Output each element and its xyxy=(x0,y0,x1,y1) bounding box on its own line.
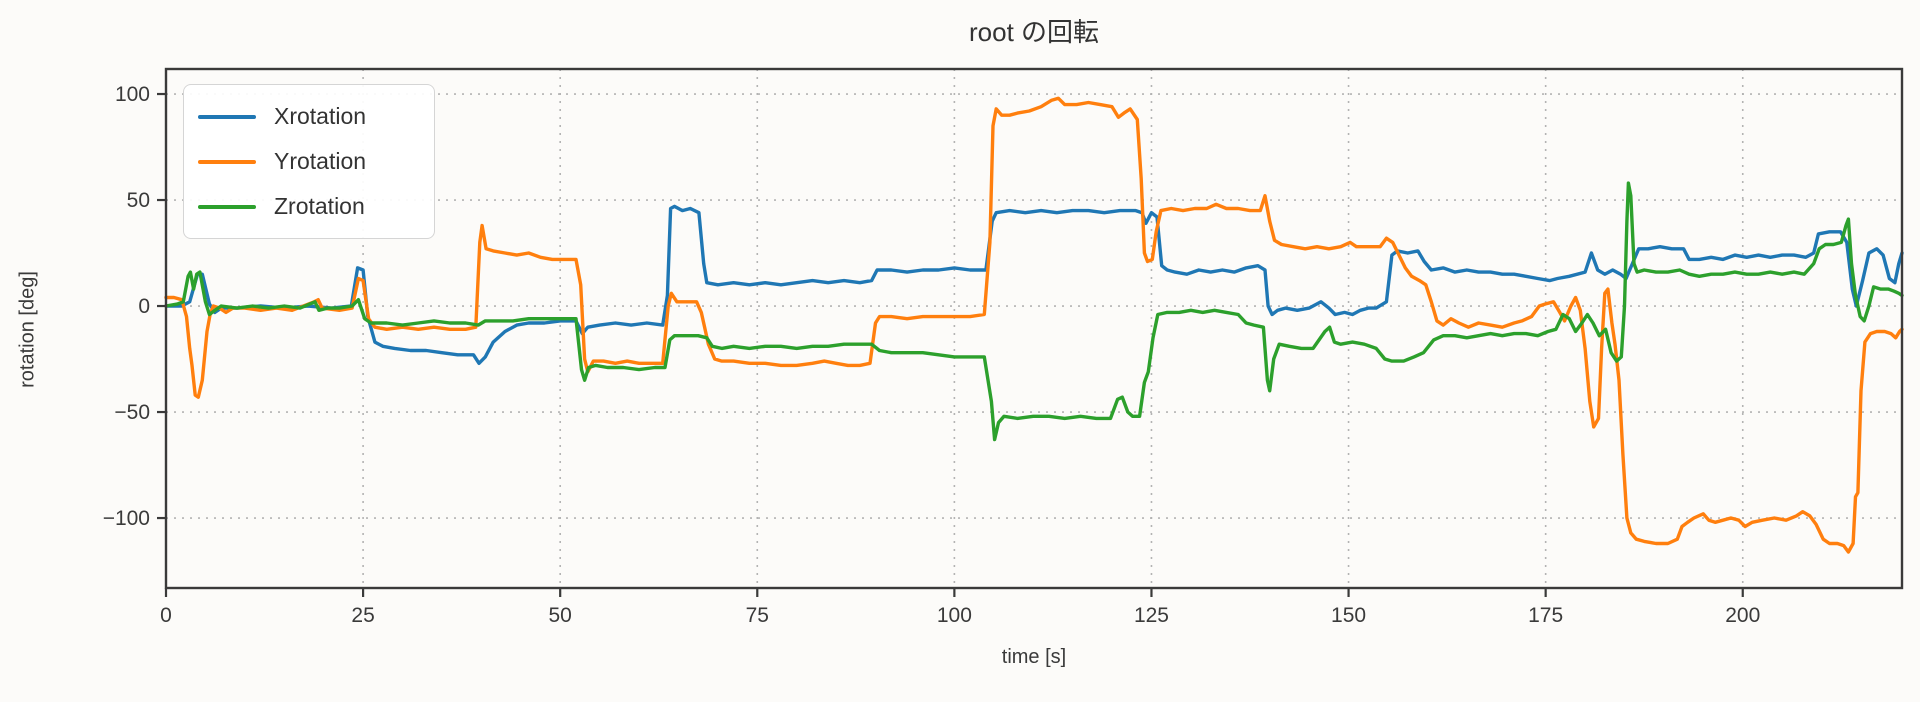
zrotation-line-swatch xyxy=(198,204,256,209)
legend-item-xrotation: Xrotation xyxy=(198,94,434,139)
svg-text:75: 75 xyxy=(746,604,769,627)
tick-labels: 0 25 50 75 100 125 150 175 200 100 50 0 −50 −100 xyxy=(103,83,1761,627)
yrotation-line-swatch xyxy=(198,159,256,164)
chart-title: root の回転 xyxy=(968,17,1100,47)
legend-item-yrotation: Yrotation xyxy=(198,139,434,184)
svg-text:−50: −50 xyxy=(114,401,150,424)
svg-text:125: 125 xyxy=(1134,604,1169,627)
legend-label: Yrotation xyxy=(274,148,367,174)
svg-text:0: 0 xyxy=(138,295,150,318)
y-axis-label: rotation [deg] xyxy=(16,271,39,388)
svg-text:150: 150 xyxy=(1331,604,1366,627)
xrotation-line-swatch xyxy=(198,114,256,119)
series-lines xyxy=(164,96,1904,554)
svg-text:175: 175 xyxy=(1528,604,1563,627)
svg-text:200: 200 xyxy=(1725,604,1760,627)
plot-frame xyxy=(164,67,1904,590)
svg-text:0: 0 xyxy=(160,604,172,627)
legend-label: Zrotation xyxy=(274,193,365,219)
gridlines xyxy=(166,69,1902,588)
svg-text:25: 25 xyxy=(351,604,374,627)
svg-text:−100: −100 xyxy=(103,507,150,530)
legend: Xrotation Yrotation Zrotation xyxy=(183,84,435,239)
svg-text:100: 100 xyxy=(115,83,150,106)
x-axis-label: time [s] xyxy=(1001,646,1067,668)
svg-text:50: 50 xyxy=(127,189,150,212)
legend-item-zrotation: Zrotation xyxy=(198,184,434,229)
svg-text:50: 50 xyxy=(549,604,572,627)
axis-ticks xyxy=(157,92,1744,597)
svg-text:100: 100 xyxy=(937,604,972,627)
legend-label: Xrotation xyxy=(274,103,367,129)
